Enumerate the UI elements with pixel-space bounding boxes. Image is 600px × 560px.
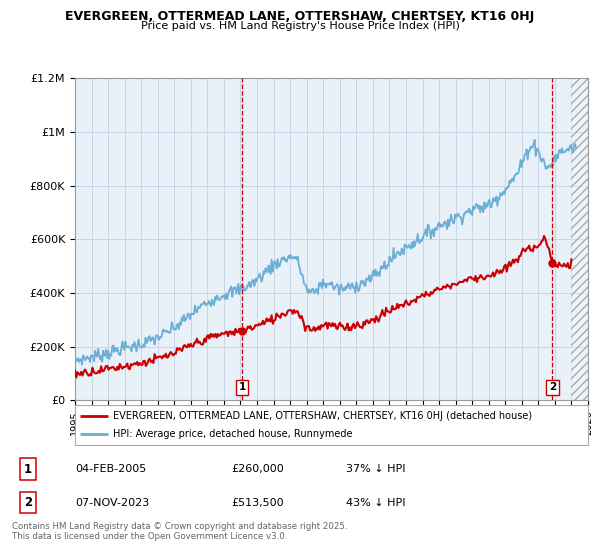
Text: £260,000: £260,000 xyxy=(231,464,284,474)
Text: 43% ↓ HPI: 43% ↓ HPI xyxy=(346,497,406,507)
Text: 2: 2 xyxy=(24,496,32,509)
Text: HPI: Average price, detached house, Runnymede: HPI: Average price, detached house, Runn… xyxy=(113,430,353,439)
Text: 07-NOV-2023: 07-NOV-2023 xyxy=(76,497,149,507)
Bar xyxy=(571,78,596,400)
Text: 04-FEB-2005: 04-FEB-2005 xyxy=(76,464,146,474)
Text: Price paid vs. HM Land Registry's House Price Index (HPI): Price paid vs. HM Land Registry's House … xyxy=(140,21,460,31)
Text: 2: 2 xyxy=(549,382,556,393)
Text: EVERGREEN, OTTERMEAD LANE, OTTERSHAW, CHERTSEY, KT16 0HJ: EVERGREEN, OTTERMEAD LANE, OTTERSHAW, CH… xyxy=(65,10,535,22)
Text: EVERGREEN, OTTERMEAD LANE, OTTERSHAW, CHERTSEY, KT16 0HJ (detached house): EVERGREEN, OTTERMEAD LANE, OTTERSHAW, CH… xyxy=(113,411,533,421)
Text: Contains HM Land Registry data © Crown copyright and database right 2025.
This d: Contains HM Land Registry data © Crown c… xyxy=(12,522,347,542)
Text: £513,500: £513,500 xyxy=(231,497,284,507)
Text: 37% ↓ HPI: 37% ↓ HPI xyxy=(346,464,406,474)
Text: 1: 1 xyxy=(24,463,32,475)
Text: 1: 1 xyxy=(238,382,245,393)
Bar xyxy=(571,78,596,400)
